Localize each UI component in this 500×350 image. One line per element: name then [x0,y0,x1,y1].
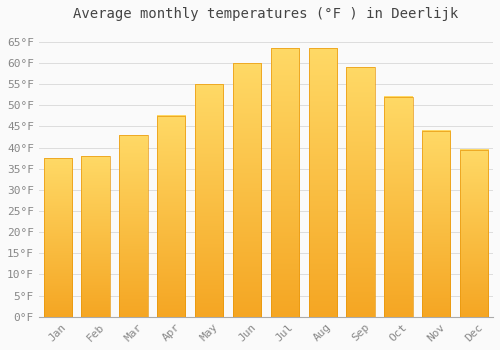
Bar [119,135,148,317]
Bar [82,156,110,317]
Bar [233,63,261,317]
Bar [308,48,337,317]
Bar [346,67,375,317]
Bar [44,158,72,317]
Bar [270,48,299,317]
Bar [422,131,450,317]
Bar [384,97,412,317]
Title: Average monthly temperatures (°F ) in Deerlijk: Average monthly temperatures (°F ) in De… [74,7,458,21]
Bar [460,150,488,317]
Bar [195,84,224,317]
Bar [157,116,186,317]
